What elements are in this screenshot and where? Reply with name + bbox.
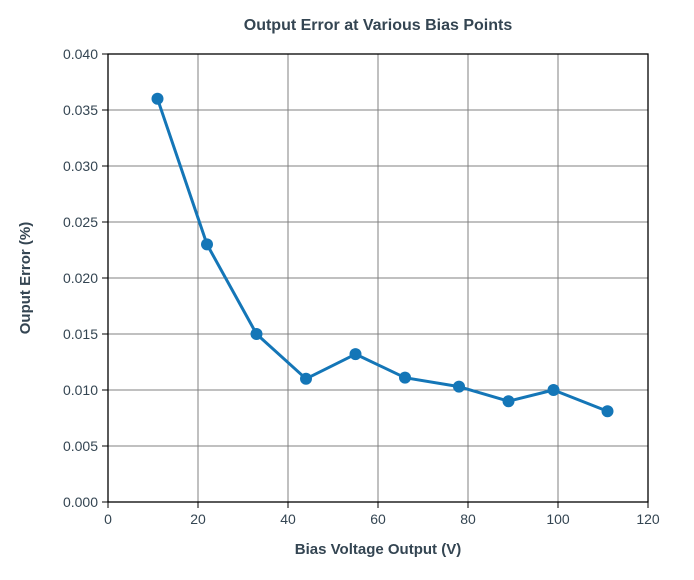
xtick-label: 40 (280, 511, 296, 527)
xtick-label: 0 (104, 511, 112, 527)
data-marker (503, 395, 515, 407)
chart-container: 0 20 40 60 80 100 120 0.000 0.005 0.010 0.015 0.020… (0, 0, 694, 580)
ytick-label: 0.005 (63, 438, 98, 454)
ytick-label: 0.030 (63, 158, 98, 174)
data-marker (602, 405, 614, 417)
data-marker (251, 328, 263, 340)
ytick-label: 0.015 (63, 326, 98, 342)
xtick-label: 20 (190, 511, 206, 527)
ytick-label: 0.020 (63, 270, 98, 286)
chart-background (0, 0, 694, 580)
ytick-label: 0.025 (63, 214, 98, 230)
line-chart: 0 20 40 60 80 100 120 0.000 0.005 0.010 0.015 0.020… (0, 0, 694, 580)
data-marker (300, 373, 312, 385)
data-marker (201, 238, 213, 250)
xtick-label: 120 (636, 511, 660, 527)
data-marker (453, 381, 465, 393)
x-axis-label: Bias Voltage Output (V) (295, 541, 461, 558)
y-axis-label: Ouput Error (%) (17, 222, 34, 335)
data-marker (548, 384, 560, 396)
ytick-label: 0.035 (63, 102, 98, 118)
ytick-label: 0.010 (63, 382, 98, 398)
xtick-label: 60 (370, 511, 386, 527)
data-marker (399, 372, 411, 384)
data-marker (152, 93, 164, 105)
xtick-label: 100 (546, 511, 570, 527)
ytick-label: 0.040 (63, 46, 98, 62)
data-marker (350, 348, 362, 360)
chart-title: Output Error at Various Bias Points (244, 17, 513, 34)
ytick-label: 0.000 (63, 494, 98, 510)
xtick-label: 80 (460, 511, 476, 527)
